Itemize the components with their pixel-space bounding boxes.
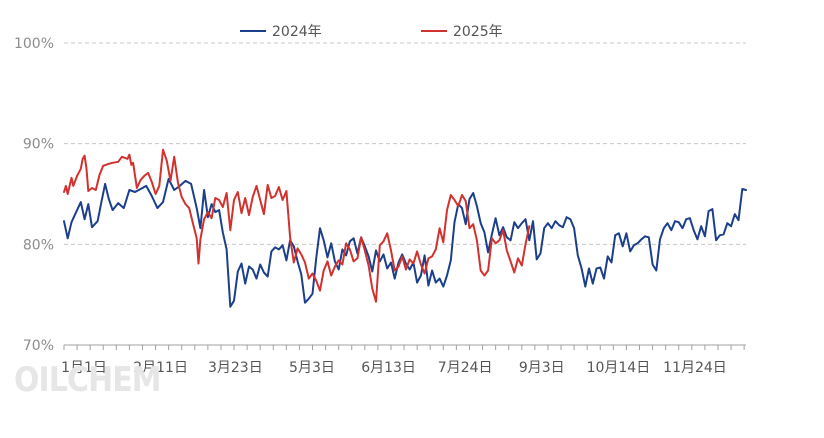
series-line [63,148,531,303]
x-tick-label: 10月14日 [587,360,651,376]
x-tick-label: 5月3日 [289,360,335,376]
x-tick-label: 7月24日 [438,360,493,376]
x-axis [63,344,746,350]
legend-label: 2025年 [453,24,503,40]
y-tick-label: 100% [14,36,54,52]
x-tick-label: 9月3日 [519,360,565,376]
legend-label: 2024年 [272,24,322,40]
watermark-logo: OILCHEM [14,360,162,400]
x-tick-label: 6月13日 [361,360,416,376]
legend: 2024年 2025年 [240,24,503,40]
x-axis-labels: 1月1日 2月11日 3月23日 5月3日 6月13日 7月24日 9月3日 10月14日 11… [61,360,727,376]
x-tick-label: 1月1日 [61,360,107,376]
y-tick-label: 80% [23,237,54,253]
y-tick-label: 70% [23,338,54,354]
x-tick-label: 2月11日 [133,360,188,376]
series-line [63,177,747,308]
x-tick-label: 11月24日 [663,360,727,376]
y-axis-labels: 70% 80% 90% 100% [14,36,54,354]
series-lines [63,148,747,308]
gridlines [64,42,746,245]
x-tick-label: 3月23日 [208,360,263,376]
y-tick-label: 90% [23,137,54,153]
